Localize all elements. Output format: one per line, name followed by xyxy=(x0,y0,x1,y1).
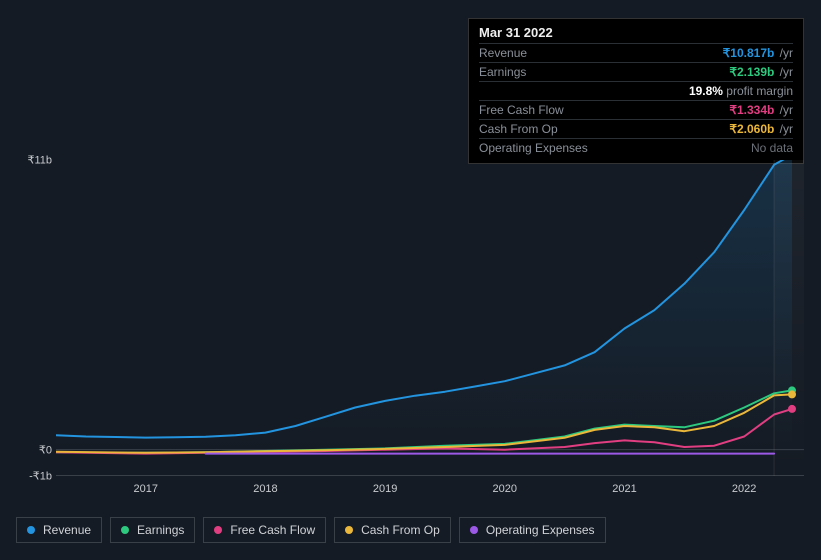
tooltip-label: Cash From Op xyxy=(479,122,729,136)
tooltip-row-cfo: Cash From Op₹2.060b /yr xyxy=(479,119,793,138)
tooltip-row-revenue: Revenue₹10.817b /yr xyxy=(479,43,793,62)
legend-dot-icon xyxy=(27,526,35,534)
legend-dot-icon xyxy=(121,526,129,534)
financials-chart: ₹11b₹0-₹1b xyxy=(16,160,804,476)
tooltip-label: Free Cash Flow xyxy=(479,103,729,117)
x-axis-tick: 2020 xyxy=(493,483,517,495)
chart-tooltip: Mar 31 2022 Revenue₹10.817b /yrEarnings₹… xyxy=(468,18,804,164)
x-axis-tick: 2018 xyxy=(253,483,277,495)
x-axis-tick: 2019 xyxy=(373,483,397,495)
legend-dot-icon xyxy=(470,526,478,534)
tooltip-unit: /yr xyxy=(776,46,793,60)
tooltip-value: ₹2.060b xyxy=(729,122,774,136)
tooltip-label: Earnings xyxy=(479,65,729,79)
legend-item-fcf[interactable]: Free Cash Flow xyxy=(203,517,326,543)
tooltip-value: ₹10.817b xyxy=(723,46,775,60)
legend-item-revenue[interactable]: Revenue xyxy=(16,517,102,543)
y-axis-tick: ₹11b xyxy=(27,154,52,167)
tooltip-row-earnings: Earnings₹2.139b /yr xyxy=(479,62,793,81)
tooltip-value: ₹1.334b xyxy=(729,103,774,117)
tooltip-sublabel: profit margin xyxy=(723,84,793,98)
tooltip-row-fcf: Free Cash Flow₹1.334b /yr xyxy=(479,100,793,119)
legend-item-earnings[interactable]: Earnings xyxy=(110,517,195,543)
x-axis-tick: 2017 xyxy=(134,483,158,495)
tooltip-nodata: No data xyxy=(751,141,793,155)
legend-label: Earnings xyxy=(137,523,184,537)
tooltip-subrow-earnings: 19.8% profit margin xyxy=(479,81,793,100)
y-axis-labels: ₹11b₹0-₹1b xyxy=(16,160,56,476)
legend-label: Revenue xyxy=(43,523,91,537)
tooltip-subvalue: 19.8% xyxy=(689,84,723,98)
y-axis-tick: ₹0 xyxy=(39,443,52,456)
tooltip-rows: Revenue₹10.817b /yrEarnings₹2.139b /yr19… xyxy=(479,43,793,157)
tooltip-unit: /yr xyxy=(776,65,793,79)
series-area-revenue xyxy=(56,160,792,450)
series-end-marker-cfo xyxy=(788,390,796,398)
legend-item-cfo[interactable]: Cash From Op xyxy=(334,517,451,543)
tooltip-unit: /yr xyxy=(776,122,793,136)
legend-dot-icon xyxy=(214,526,222,534)
y-axis-tick: -₹1b xyxy=(29,470,52,483)
x-axis-tick: 2022 xyxy=(732,483,756,495)
legend-label: Cash From Op xyxy=(361,523,440,537)
x-axis-tick: 2021 xyxy=(612,483,636,495)
legend-label: Free Cash Flow xyxy=(230,523,315,537)
tooltip-label: Operating Expenses xyxy=(479,141,751,155)
tooltip-label: Revenue xyxy=(479,46,723,60)
legend-item-opex[interactable]: Operating Expenses xyxy=(459,517,606,543)
tooltip-date: Mar 31 2022 xyxy=(479,25,793,43)
chart-plot-area[interactable] xyxy=(56,160,804,476)
x-axis-labels: 2017 2018 2019 2020 2021 2022 xyxy=(16,483,804,499)
tooltip-unit: /yr xyxy=(776,103,793,117)
series-end-marker-fcf xyxy=(788,405,796,413)
legend-dot-icon xyxy=(345,526,353,534)
legend-label: Operating Expenses xyxy=(486,523,595,537)
tooltip-value: ₹2.139b xyxy=(729,65,774,79)
tooltip-row-opex: Operating ExpensesNo data xyxy=(479,138,793,157)
legend: Revenue Earnings Free Cash Flow Cash From O… xyxy=(16,517,606,543)
